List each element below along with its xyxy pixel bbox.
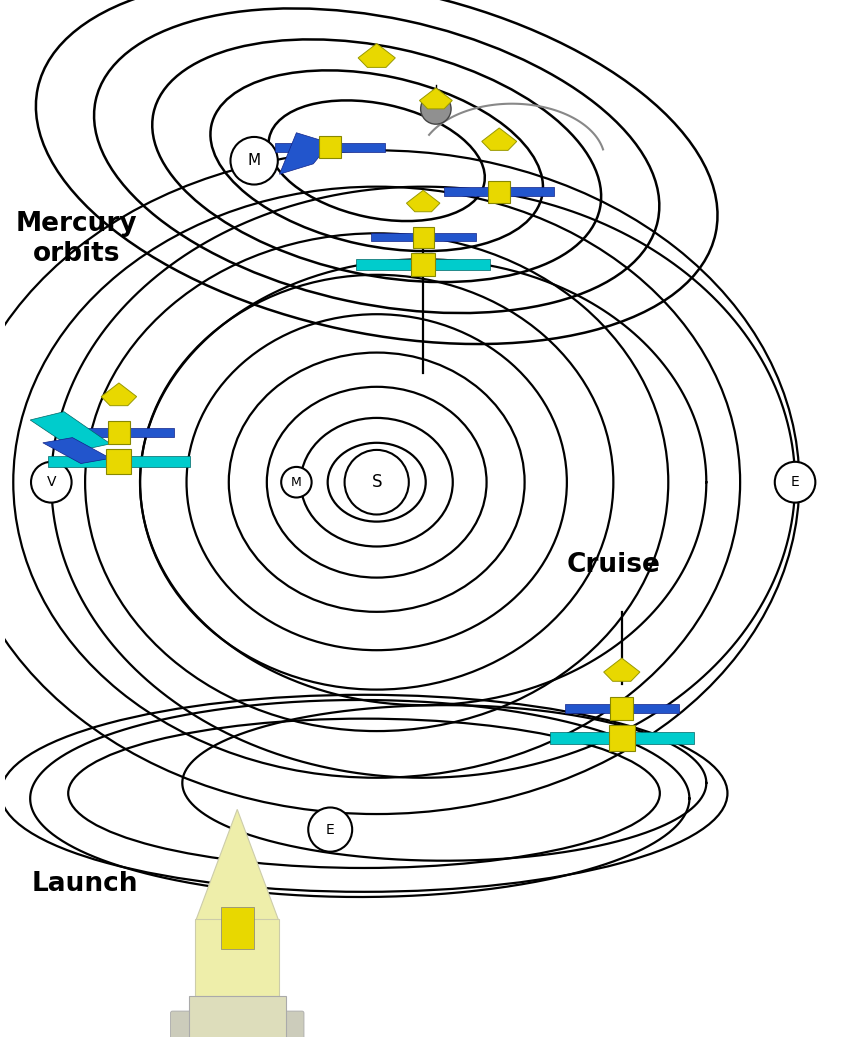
Polygon shape [604,658,640,681]
Text: Launch: Launch [31,870,139,897]
FancyBboxPatch shape [412,226,434,248]
FancyBboxPatch shape [510,188,554,196]
Text: Mercury
orbits: Mercury orbits [16,211,138,267]
FancyBboxPatch shape [319,136,342,159]
Circle shape [230,137,278,185]
Polygon shape [196,809,279,921]
Polygon shape [280,133,330,174]
Circle shape [421,93,451,124]
FancyBboxPatch shape [278,1011,304,1037]
FancyBboxPatch shape [435,259,490,270]
Text: M: M [291,476,302,488]
Circle shape [31,461,71,503]
FancyBboxPatch shape [220,907,254,950]
FancyBboxPatch shape [189,996,286,1037]
Text: E: E [326,822,335,837]
FancyBboxPatch shape [356,259,411,270]
FancyBboxPatch shape [550,732,609,745]
FancyBboxPatch shape [445,188,488,196]
Polygon shape [419,88,452,109]
FancyBboxPatch shape [633,704,678,713]
Polygon shape [406,191,440,212]
Polygon shape [30,412,110,451]
Circle shape [309,808,352,851]
FancyBboxPatch shape [411,253,435,276]
Text: Cruise: Cruise [566,552,660,579]
Text: S: S [371,473,382,492]
Text: V: V [47,475,56,489]
FancyBboxPatch shape [64,428,108,438]
FancyBboxPatch shape [488,180,510,203]
FancyBboxPatch shape [565,704,610,713]
FancyBboxPatch shape [132,455,190,468]
FancyBboxPatch shape [130,428,174,438]
FancyBboxPatch shape [635,732,694,745]
FancyBboxPatch shape [106,449,132,474]
Text: M: M [247,153,261,168]
FancyBboxPatch shape [609,726,635,751]
Polygon shape [101,383,137,405]
FancyBboxPatch shape [434,233,476,242]
Text: E: E [790,475,800,489]
FancyBboxPatch shape [196,919,279,996]
Polygon shape [358,44,395,67]
Circle shape [775,461,815,503]
FancyBboxPatch shape [610,697,633,721]
FancyBboxPatch shape [275,143,319,151]
Circle shape [344,450,409,514]
FancyBboxPatch shape [48,455,106,468]
FancyBboxPatch shape [171,1011,196,1037]
FancyBboxPatch shape [108,421,130,444]
FancyBboxPatch shape [342,143,385,151]
Polygon shape [42,438,110,464]
Polygon shape [482,128,517,150]
FancyBboxPatch shape [371,233,412,242]
Circle shape [281,467,312,498]
